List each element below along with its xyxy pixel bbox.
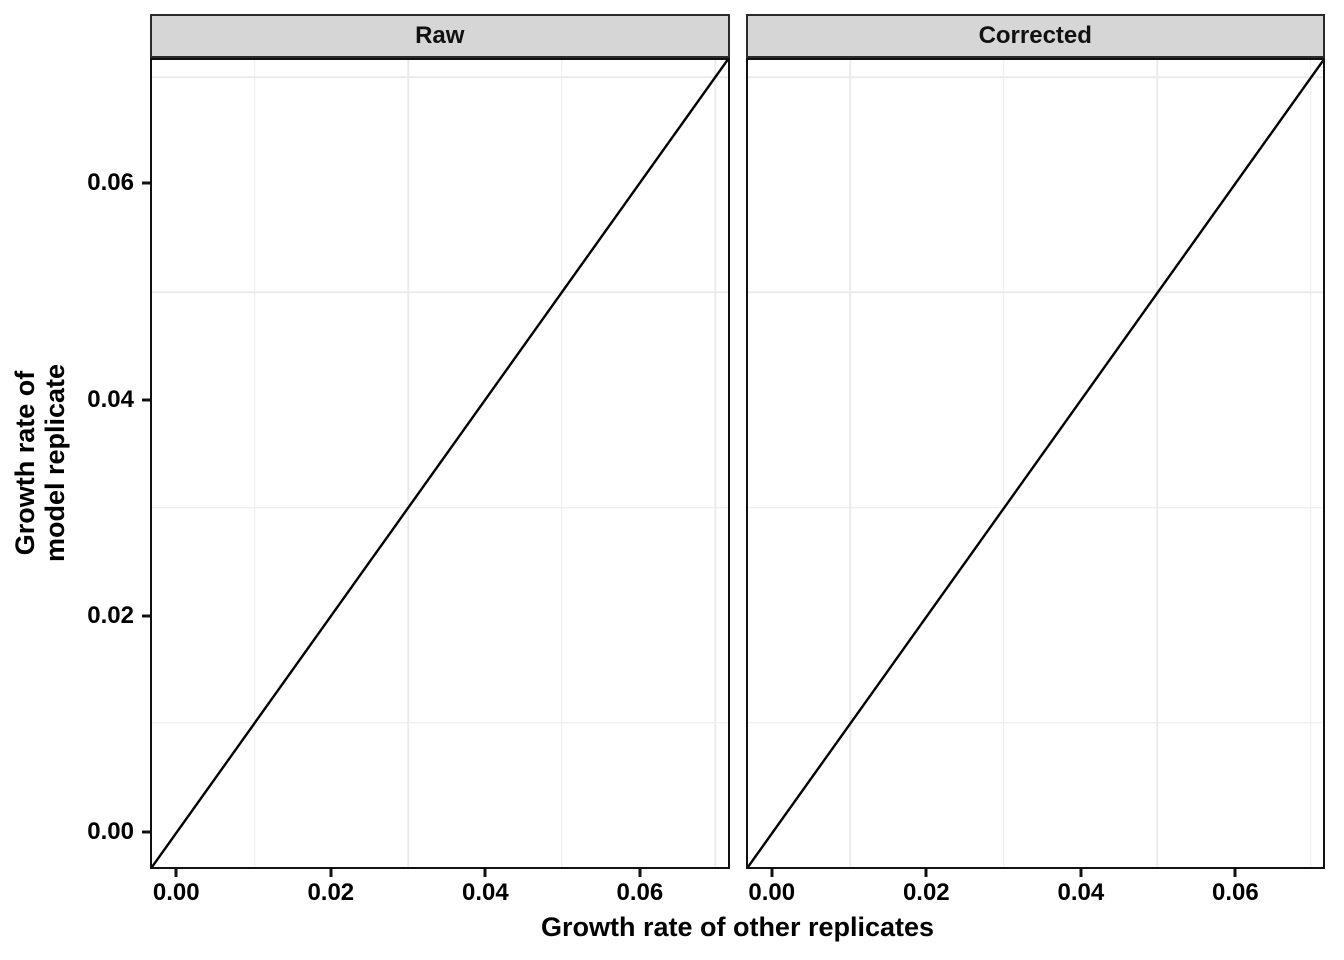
- x-tick-label: 0.02: [902, 879, 950, 906]
- x-tick-label: 0.04: [1057, 879, 1105, 906]
- y-tick-mark: [142, 830, 150, 834]
- minor-gridline-h: [152, 291, 728, 294]
- minor-gridline-v: [561, 60, 563, 867]
- facet-panels: Raw 0.00: [150, 14, 1325, 911]
- minor-gridline-h: [747, 722, 1323, 724]
- x-tick-mark: [924, 869, 928, 877]
- facet-panel-raw: Raw 0.00: [150, 14, 730, 911]
- y-axis-tick-marks: [142, 58, 150, 869]
- y-tick-label: 0.02: [87, 601, 134, 629]
- minor-gridline-v: [1309, 60, 1312, 867]
- x-tick-mark: [770, 869, 774, 877]
- minor-gridline-h: [747, 506, 1323, 509]
- x-axis-tick-marks: [150, 869, 730, 877]
- y-tick-mark: [142, 398, 150, 402]
- x-tick-mark: [1079, 869, 1083, 877]
- minor-gridline-v: [849, 60, 852, 867]
- minor-gridline-v: [254, 60, 256, 867]
- facet-strip-label: Raw: [415, 22, 465, 49]
- facet-strip-label: Corrected: [978, 22, 1092, 49]
- x-axis-tick-marks: [746, 869, 1326, 877]
- minor-gridline-v: [1003, 60, 1005, 867]
- minor-gridline-h: [152, 722, 728, 724]
- x-tick-label: 0.06: [1211, 879, 1259, 906]
- identity-line-layer: [152, 60, 728, 867]
- x-tick-label: 0.04: [461, 879, 509, 906]
- x-tick-mark: [483, 869, 487, 877]
- x-tick-label: 0.00: [748, 879, 796, 906]
- y-tick-mark: [142, 181, 150, 185]
- identity-line-layer: [748, 60, 1324, 867]
- identity-line: [748, 60, 1324, 867]
- minor-gridline-h: [747, 76, 1323, 78]
- x-tick-label: 0.02: [307, 879, 355, 906]
- y-tick-label: 0.04: [87, 385, 134, 413]
- x-tick-mark: [1233, 869, 1237, 877]
- y-tick-mark: [142, 614, 150, 618]
- identity-line: [152, 60, 728, 867]
- y-tick-label: 0.00: [87, 818, 134, 846]
- facet-panel-corrected: Corrected 0.0: [745, 14, 1326, 911]
- x-tick-label: 0.06: [616, 879, 664, 906]
- x-tick-mark: [329, 869, 333, 877]
- x-tick-mark: [174, 869, 178, 877]
- minor-gridline-v: [714, 60, 716, 867]
- x-axis-title: Growth rate of other replicates: [540, 912, 935, 942]
- x-tick-mark: [638, 869, 642, 877]
- facet-strip-corrected: Corrected: [745, 14, 1325, 58]
- plot-area-corrected: [745, 58, 1325, 869]
- minor-gridline-v: [1156, 60, 1158, 867]
- minor-gridline-h: [747, 291, 1323, 294]
- x-tick-label: 0.00: [152, 879, 200, 906]
- x-axis-tick-labels: 0.00 0.02 0.04 0.06: [746, 877, 1326, 911]
- minor-gridline-h: [152, 506, 728, 509]
- y-tick-label: 0.06: [87, 169, 134, 197]
- minor-gridline-v: [407, 60, 410, 867]
- minor-gridline-h: [152, 76, 728, 78]
- plot-area-raw: [150, 58, 730, 869]
- x-axis-tick-labels: 0.00 0.02 0.04 0.06: [150, 877, 730, 911]
- facet-strip-raw: Raw: [150, 14, 730, 58]
- y-axis-tick-labels: 0.06 0.04 0.02 0.00: [0, 58, 134, 869]
